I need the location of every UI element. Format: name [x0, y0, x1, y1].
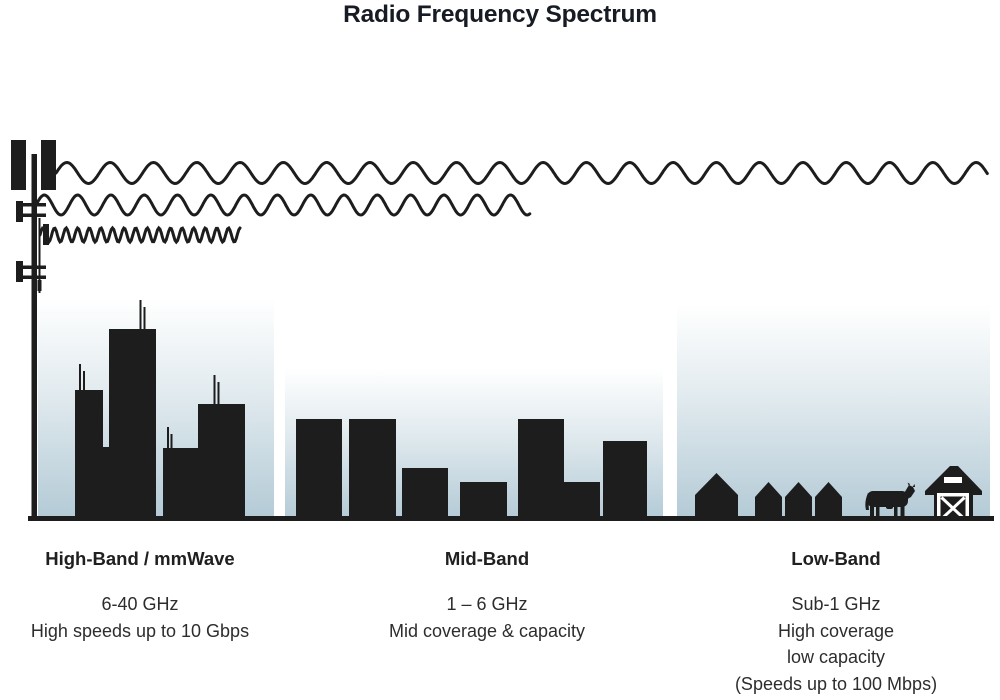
high-band-frequency: 6-40 GHz: [101, 594, 179, 614]
mid-band-details: Mid coverage & capacity: [388, 620, 586, 641]
mid-band-frequency: 1 – 6 GHz: [446, 594, 528, 614]
low-band-frequency: Sub-1 GHz: [791, 594, 881, 614]
high-band-details: High speeds up to 10 Gbps: [30, 620, 250, 641]
low-band-details: High coverage low capacity (Speeds up to…: [734, 620, 938, 694]
page-title: Radio Frequency Spectrum: [343, 1, 657, 28]
low-frequency-wave-icon: [54, 160, 989, 186]
high-frequency-wave-icon: [38, 225, 242, 245]
houses-icon: [695, 473, 842, 520]
low-band-label-group: Low-Band Sub-1 GHz High coverage low cap…: [701, 546, 971, 697]
mid-frequency-wave-icon: [34, 193, 532, 217]
mid-band-title: Mid-Band: [444, 548, 530, 569]
barn-hayloft-slit: [944, 477, 962, 483]
barn-icon: [925, 466, 982, 521]
spectrum-illustration: [11, 140, 994, 521]
city-skyline-icon: [75, 300, 245, 520]
ground-line: [28, 516, 994, 521]
cow-icon: [865, 482, 915, 518]
cell-tower-icon: [11, 140, 56, 516]
mid-band-buildings-icon: [296, 419, 647, 520]
high-band-title: High-Band / mmWave: [45, 548, 235, 569]
low-band-title: Low-Band: [791, 548, 881, 569]
mid-band-label-group: Mid-Band 1 – 6 GHz Mid coverage & capaci…: [352, 546, 622, 644]
high-band-label-group: High-Band / mmWave 6-40 GHz High speeds …: [5, 546, 275, 644]
